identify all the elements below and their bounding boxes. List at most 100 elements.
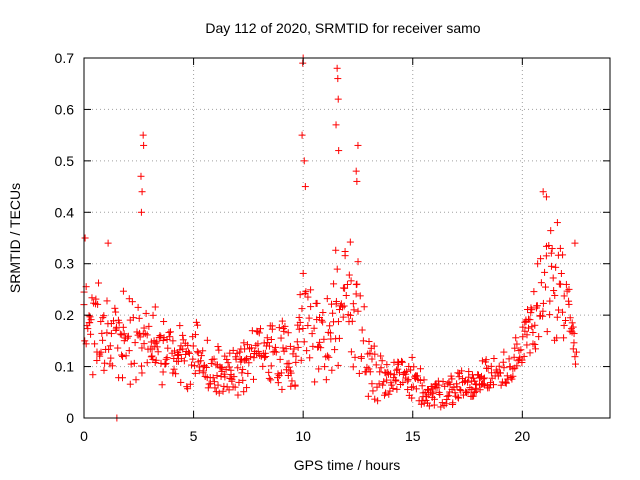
data-point: [328, 366, 336, 374]
data-point: [239, 376, 247, 384]
data-point: [369, 387, 377, 395]
data-point: [571, 360, 579, 368]
x-tick-label: 15: [405, 428, 421, 444]
data-point: [271, 343, 279, 351]
data-point: [458, 367, 466, 375]
data-point: [203, 336, 211, 344]
data-point: [132, 376, 140, 384]
data-point: [261, 349, 269, 357]
data-point: [319, 309, 327, 317]
data-point: [245, 359, 253, 367]
data-point: [353, 280, 361, 288]
data-point: [97, 318, 105, 326]
data-point: [559, 251, 567, 259]
data-point: [114, 344, 122, 352]
data-point: [208, 356, 216, 364]
data-point: [318, 316, 326, 324]
data-point: [470, 392, 478, 400]
data-point: [158, 381, 166, 389]
data-point: [210, 355, 218, 363]
data-point: [197, 357, 205, 365]
data-point: [101, 359, 109, 367]
data-point: [399, 379, 407, 387]
data-point: [377, 364, 385, 372]
data-point: [511, 344, 519, 352]
data-point: [404, 386, 412, 394]
data-point: [234, 391, 242, 399]
data-point: [542, 193, 550, 201]
data-point: [285, 363, 293, 371]
data-point: [298, 305, 306, 313]
data-point: [325, 353, 333, 361]
data-point: [295, 313, 303, 321]
data-point: [295, 325, 303, 333]
data-point: [549, 274, 557, 282]
data-point: [418, 382, 426, 390]
data-point: [404, 377, 412, 385]
data-point: [210, 378, 218, 386]
data-point: [191, 362, 199, 370]
data-point: [519, 333, 527, 341]
data-point: [565, 285, 573, 293]
data-point: [202, 363, 210, 371]
data-point: [299, 269, 307, 277]
data-point: [148, 352, 156, 360]
data-point: [488, 369, 496, 377]
data-point: [199, 347, 207, 355]
data-point: [186, 380, 194, 388]
data-point: [570, 330, 578, 338]
chart-title: Day 112 of 2020, SRMTID for receiver sam…: [205, 20, 480, 36]
data-point: [542, 283, 550, 291]
data-point: [332, 121, 340, 129]
data-point: [410, 363, 418, 371]
data-point: [100, 312, 108, 320]
data-point: [465, 373, 473, 381]
data-point: [93, 357, 101, 365]
data-point: [393, 385, 401, 393]
y-tick-label: 0.4: [55, 204, 75, 220]
data-point: [341, 284, 349, 292]
data-point: [454, 393, 462, 401]
data-point: [85, 312, 93, 320]
data-point: [387, 370, 395, 378]
data-point: [513, 340, 521, 348]
data-point: [254, 347, 262, 355]
data-point: [138, 369, 146, 377]
data-point: [244, 369, 252, 377]
data-point: [551, 291, 559, 299]
data-point: [383, 361, 391, 369]
data-point: [482, 356, 490, 364]
data-point: [532, 345, 540, 353]
data-point: [214, 343, 222, 351]
x-tick-label: 10: [295, 428, 311, 444]
data-point: [437, 403, 445, 411]
data-point: [120, 330, 128, 338]
data-point: [103, 297, 111, 305]
data-point: [214, 381, 222, 389]
data-point: [548, 245, 556, 253]
data-point: [156, 332, 164, 340]
data-point: [556, 244, 564, 252]
data-point: [365, 337, 373, 345]
x-tick-label: 0: [80, 428, 88, 444]
data-point: [463, 389, 471, 397]
data-point: [332, 246, 340, 254]
data-point: [163, 354, 171, 362]
data-point: [236, 348, 244, 356]
data-point: [525, 324, 533, 332]
y-tick-label: 0.5: [55, 153, 75, 169]
data-point: [383, 376, 391, 384]
data-point: [566, 314, 574, 322]
data-point: [547, 262, 555, 270]
data-point: [231, 383, 239, 391]
data-point: [265, 368, 273, 376]
data-point: [169, 337, 177, 345]
data-point: [379, 381, 387, 389]
data-point: [227, 366, 235, 374]
data-point: [560, 334, 568, 342]
data-point: [264, 339, 272, 347]
data-point: [111, 304, 119, 312]
data-point: [274, 370, 282, 378]
data-point: [152, 356, 160, 364]
